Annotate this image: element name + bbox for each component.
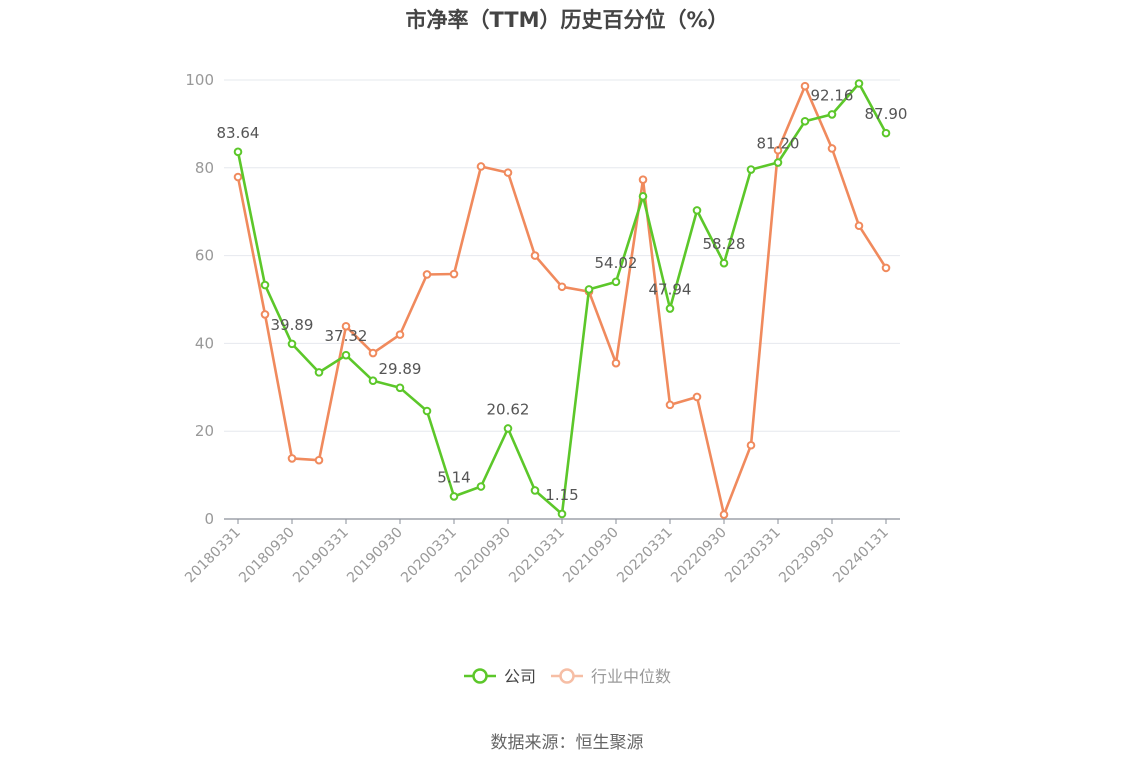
data-point: [854, 221, 864, 231]
data-point: [449, 269, 459, 279]
grid-lines: [224, 79, 900, 432]
data-point: [692, 206, 702, 215]
data-point: [719, 258, 729, 268]
data-point: [314, 455, 324, 465]
data-label: 5.14: [437, 468, 470, 486]
data-point: [881, 263, 891, 273]
x-tick-label: 20220331: [614, 525, 676, 587]
data-point: [341, 321, 351, 331]
x-tick-label: 20220930: [668, 525, 730, 587]
data-point: [881, 128, 891, 138]
x-tick-label: 20200331: [398, 525, 460, 587]
legend-item-0: [464, 668, 496, 684]
legend: 公司 行业中位数: [464, 667, 671, 686]
data-label: 83.64: [217, 124, 260, 142]
data-point: [233, 172, 243, 182]
data-label: 29.89: [379, 360, 422, 378]
data-point: [638, 192, 648, 201]
data-label: 92.16: [811, 86, 854, 104]
data-label: 87.90: [865, 105, 908, 123]
data-label: 20.62: [487, 400, 530, 418]
data-point: [692, 392, 702, 402]
data-point: [530, 486, 540, 495]
y-tick-label: 60: [195, 247, 214, 265]
x-tick-label: 20240131: [830, 525, 892, 587]
data-point: [287, 454, 297, 463]
data-point: [800, 116, 810, 126]
x-tick-label: 20190331: [290, 525, 352, 587]
data-point: [557, 509, 567, 519]
data-label: 81.20: [757, 135, 800, 153]
data-label: 54.02: [595, 254, 638, 272]
data-point: [260, 280, 270, 290]
y-tick-label: 0: [204, 510, 214, 528]
data-point: [827, 110, 837, 119]
data-point: [314, 368, 324, 377]
data-point: [746, 165, 756, 174]
data-point: [503, 168, 513, 177]
data-point: [773, 158, 783, 167]
y-tick-label: 80: [195, 159, 214, 177]
data-point: [449, 492, 459, 501]
legend-swatch-marker: [472, 668, 488, 684]
x-tick-label: 20200930: [452, 525, 514, 587]
data-point: [503, 424, 513, 433]
data-point: [611, 358, 621, 368]
data-point: [476, 162, 486, 171]
y-tick-label: 100: [185, 71, 214, 89]
data-point: [746, 440, 756, 450]
data-point: [476, 482, 486, 491]
x-tick-label: 20180930: [236, 525, 298, 587]
data-point: [287, 339, 297, 349]
data-point: [368, 348, 378, 358]
data-point: [665, 400, 675, 410]
legend-label: 行业中位数: [591, 667, 671, 686]
legend-item-1: [551, 668, 583, 684]
y-tick-label: 40: [195, 334, 214, 352]
data-point: [395, 383, 405, 393]
data-point: [368, 376, 378, 386]
data-point: [233, 147, 243, 157]
data-point: [422, 406, 432, 416]
data-label: 37.32: [325, 327, 368, 345]
data-point: [638, 175, 648, 184]
x-tick-label: 20210331: [506, 525, 568, 587]
data-point: [530, 251, 540, 260]
data-label: 1.15: [545, 486, 578, 504]
y-tick-label: 20: [195, 422, 214, 440]
data-point: [395, 330, 405, 339]
data-point: [827, 144, 837, 153]
chart-title: 市净率（TTM）历史百分位（%）: [405, 8, 729, 32]
data-point: [341, 350, 351, 360]
legend-label: 公司: [504, 667, 536, 686]
data-point: [719, 510, 729, 519]
data-labels: 83.64 39.89 37.32 29.89 5.14 20.62 1.15 54.02 47…: [217, 86, 908, 504]
data-label: 47.94: [649, 281, 692, 299]
source-note: 数据来源：恒生聚源: [490, 733, 644, 753]
data-point: [584, 285, 594, 294]
data-point: [773, 145, 783, 155]
data-label: 39.89: [271, 316, 314, 334]
data-point: [260, 310, 270, 319]
series: [233, 79, 891, 519]
data-point: [422, 270, 432, 279]
data-point: [665, 304, 675, 313]
x-tick-label: 20230930: [776, 525, 838, 587]
data-point: [800, 81, 810, 91]
data-point: [557, 282, 567, 292]
legend-swatch-marker: [559, 668, 575, 684]
data-label: 58.28: [703, 235, 746, 253]
x-tick-label: 20190930: [344, 525, 406, 587]
x-tick-label: 20180331: [182, 525, 244, 587]
data-point: [611, 277, 621, 287]
x-tick-label: 20210930: [560, 525, 622, 587]
data-point: [854, 79, 864, 88]
x-tick-label: 20230331: [722, 525, 784, 587]
